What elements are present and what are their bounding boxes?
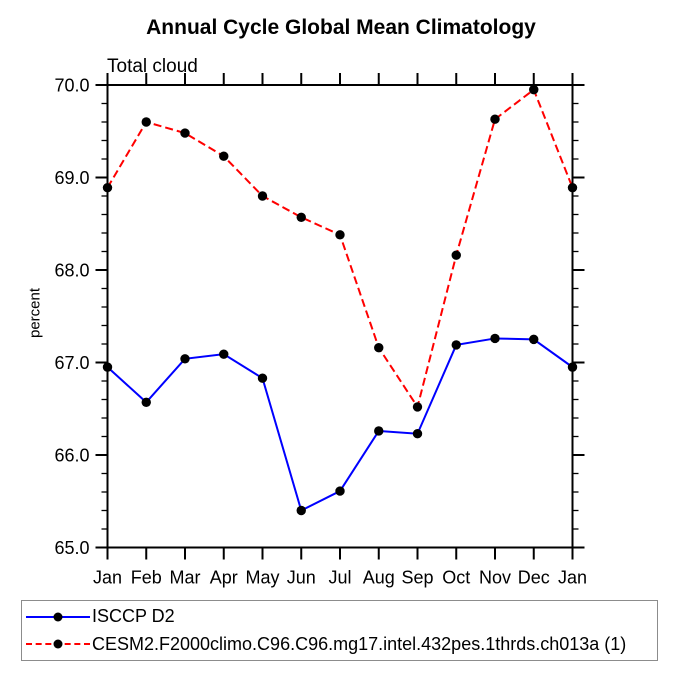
x-tick-label: Jun [287, 568, 316, 588]
data-point-marker [141, 397, 151, 407]
data-point-marker [180, 128, 190, 138]
x-tick-label: Mar [170, 568, 201, 588]
x-tick-label: Nov [479, 568, 511, 588]
series-line-dashed [106, 88, 574, 410]
data-point-marker [257, 373, 268, 383]
data-point-marker [529, 334, 539, 345]
data-point-marker [219, 151, 229, 161]
data-point-marker [219, 349, 229, 359]
x-tick-label: Jan [558, 568, 587, 588]
y-tick-label: 65.0 [54, 538, 89, 558]
x-tick-label: Jul [328, 568, 351, 588]
data-point-marker [490, 114, 500, 124]
data-point-marker [335, 486, 345, 496]
legend-label-cesm2: CESM2.F2000climo.C96.C96.mg17.intel.432p… [92, 633, 627, 654]
y-tick-label: 68.0 [54, 261, 89, 281]
data-point-marker [567, 182, 578, 193]
chart-subtitle: Total cloud [107, 56, 198, 77]
series-line-solid [106, 337, 574, 512]
data-point-marker [102, 182, 113, 193]
legend-marker-dot-icon [53, 612, 63, 622]
legend-row-isccp: ISCCP D2 [26, 605, 657, 629]
data-point-marker [374, 343, 384, 353]
legend-box: ISCCP D2 CESM2.F2000climo.C96.C96.mg17.i… [21, 600, 658, 661]
y-tick-label: 67.0 [54, 353, 89, 373]
data-point-marker [335, 230, 345, 240]
y-tick-label: 66.0 [54, 446, 89, 466]
data-point-marker [257, 191, 268, 201]
data-point-marker [451, 250, 461, 260]
chart-canvas: Jan Feb Mar Apr May Jun Jul Aug Sep Oct Nov Dec Jan6… [54, 73, 587, 588]
data-point-marker [374, 426, 384, 436]
data-point-marker [529, 84, 539, 95]
x-tick-label: Aug [363, 568, 395, 588]
data-point-marker [296, 212, 306, 222]
plot-frame [106, 84, 574, 549]
data-point-marker [141, 117, 151, 127]
data-point-marker [412, 429, 423, 439]
legend-marker-dot-icon [53, 639, 63, 649]
legend-row-cesm2: CESM2.F2000climo.C96.C96.mg17.intel.432p… [26, 632, 657, 656]
x-tick-label: Jan [93, 568, 122, 588]
x-tick-label: Feb [131, 568, 162, 588]
chart-title: Annual Cycle Global Mean Climatology [146, 16, 536, 39]
legend-label-isccp: ISCCP D2 [92, 606, 175, 627]
y-tick-label: 70.0 [54, 76, 89, 96]
x-tick-label: Oct [442, 568, 470, 588]
data-point-marker [490, 333, 500, 344]
x-tick-label: May [245, 568, 279, 588]
x-tick-label: Apr [210, 568, 238, 588]
x-tick-label: Sep [401, 568, 433, 588]
data-point-marker [567, 362, 578, 372]
data-point-marker [102, 362, 113, 372]
x-tick-label: Dec [518, 568, 550, 588]
y-tick-label: 69.0 [54, 168, 89, 188]
data-point-marker [412, 402, 423, 412]
data-point-marker [180, 354, 190, 364]
data-point-marker [451, 340, 461, 350]
data-point-marker [296, 505, 306, 516]
